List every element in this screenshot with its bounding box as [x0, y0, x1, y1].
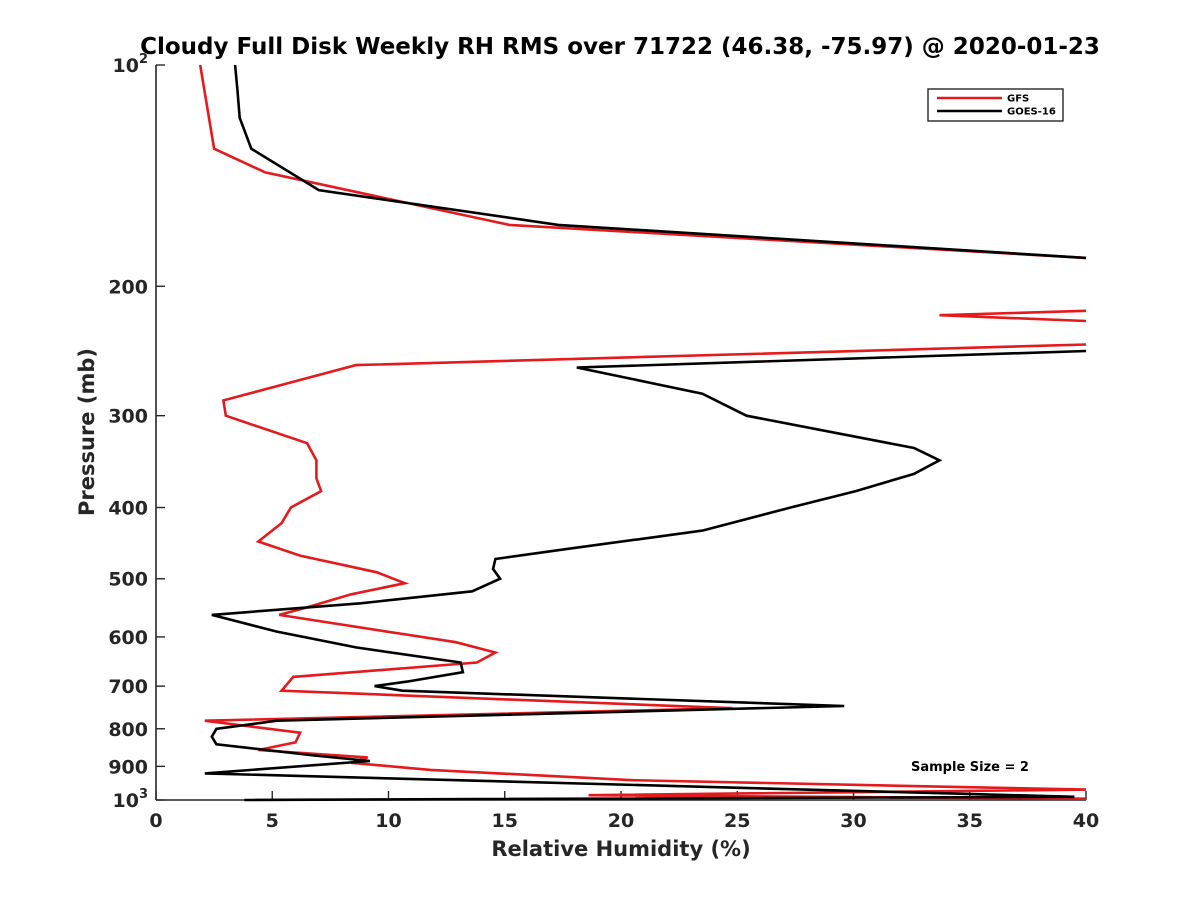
y-tick-label: 800 [108, 719, 148, 741]
x-tick-label: 10 [375, 810, 401, 832]
series-line-goes-16 [204, 64, 1087, 802]
y-tick-label: 300 [108, 406, 148, 428]
y-ticks: 102 200 300 400 500 600 700 800 900 103 [108, 52, 165, 812]
x-tick-label: 15 [492, 810, 518, 832]
x-tick-label: 0 [149, 810, 162, 832]
chart-title: Cloudy Full Disk Weekly RH RMS over 7172… [140, 34, 1100, 60]
y-tick-label: 600 [108, 627, 148, 649]
legend-box [927, 88, 1064, 122]
x-tick-label: 25 [724, 810, 750, 832]
y-tick-label: 500 [108, 569, 148, 591]
series-layer [198, 64, 1087, 802]
x-tick-label: 30 [840, 810, 866, 832]
x-tick-label: 5 [266, 810, 279, 832]
x-ticks: 0 5 10 15 20 25 30 35 40 [149, 791, 1099, 832]
x-tick-label: 40 [1073, 810, 1099, 832]
y-tick-label: 700 [108, 676, 148, 698]
x-tick-label: 35 [957, 810, 983, 832]
legend-label-goes-16: GOES-16 [1007, 107, 1056, 118]
y-tick-label: 200 [108, 276, 148, 298]
series-line-gfs [198, 64, 1087, 800]
y-axis-label: Pressure (mb) [75, 348, 99, 516]
y-tick-label: 103 [113, 787, 149, 812]
y-tick-label: 102 [113, 52, 149, 77]
legend: GFS GOES-16 [927, 88, 1064, 122]
legend-label-gfs: GFS [1007, 94, 1029, 105]
x-axis-label: Relative Humidity (%) [491, 837, 750, 861]
y-tick-label: 400 [108, 498, 148, 520]
x-tick-label: 20 [608, 810, 634, 832]
sample-size-annotation: Sample Size = 2 [911, 760, 1029, 775]
y-tick-label: 900 [108, 756, 148, 778]
